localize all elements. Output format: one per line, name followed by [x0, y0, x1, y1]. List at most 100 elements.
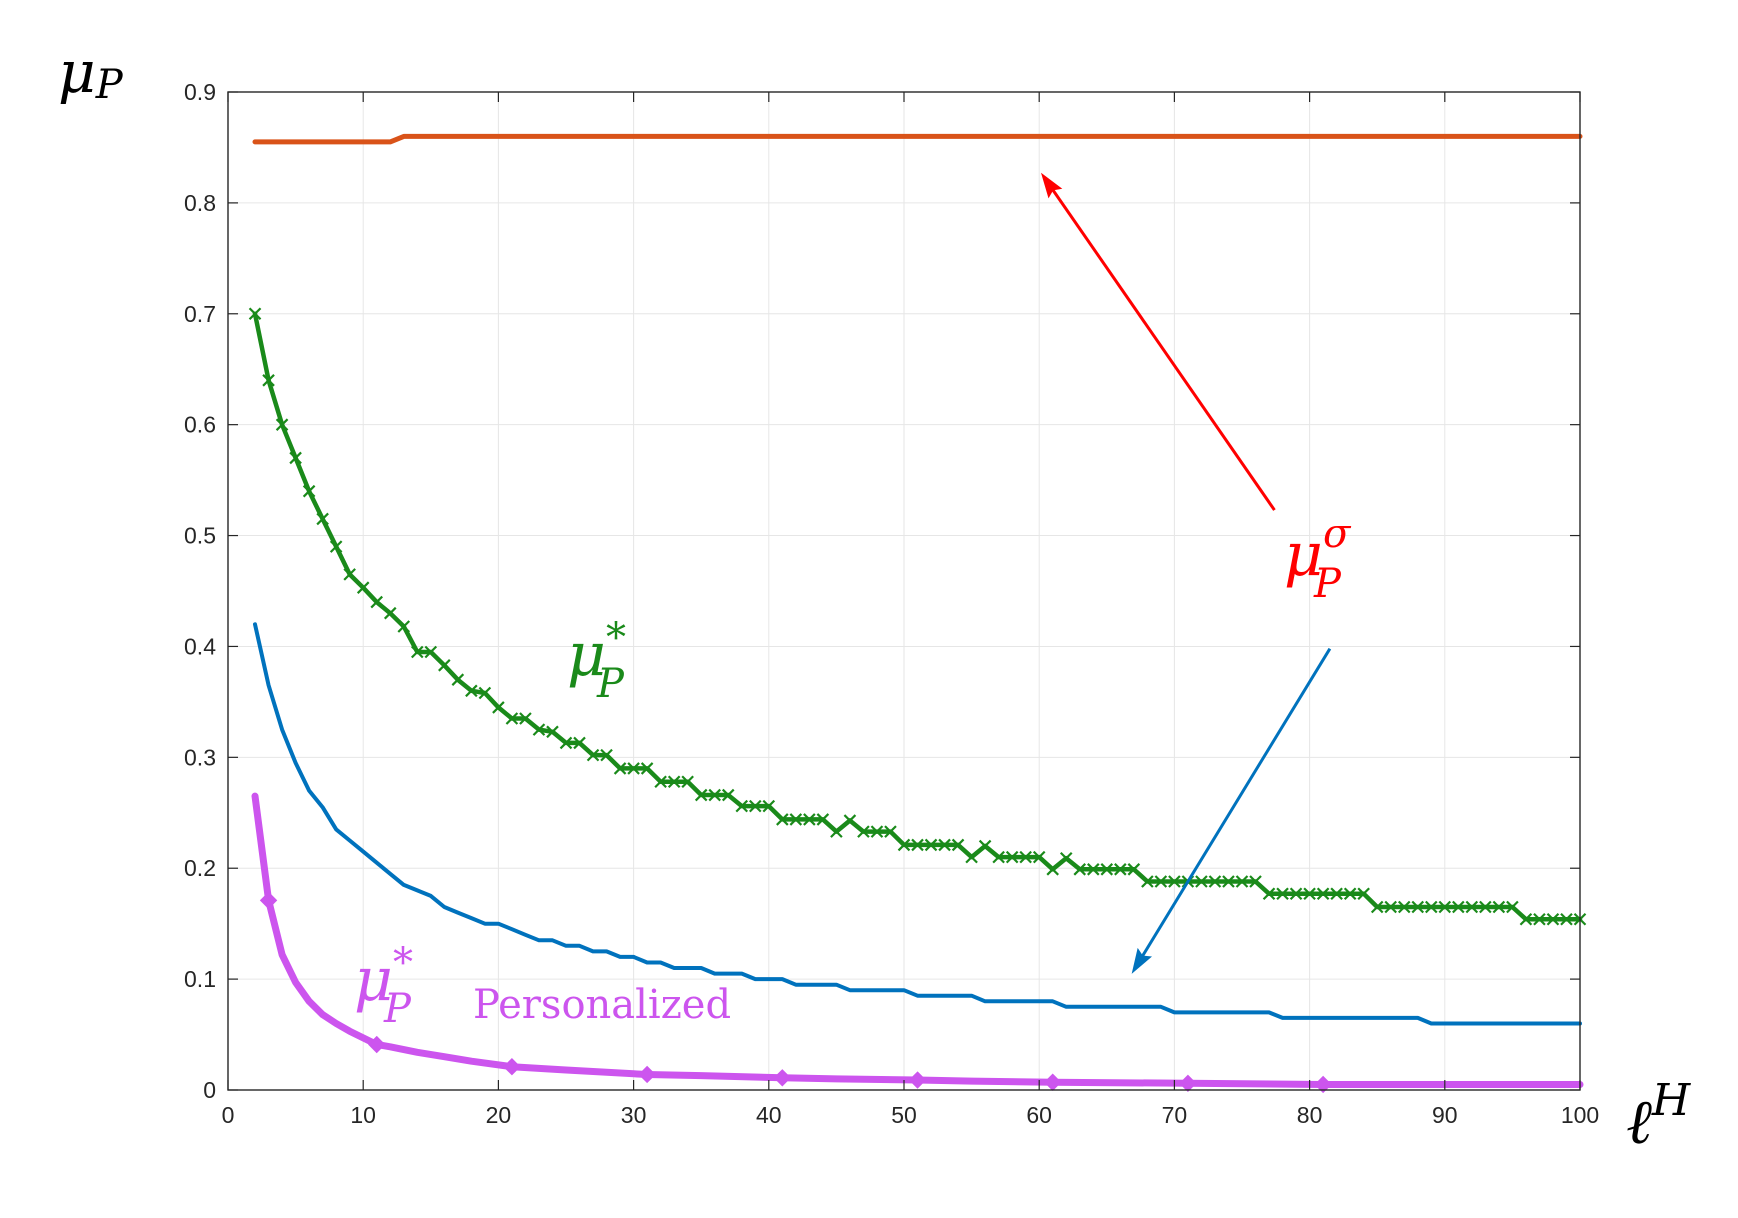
series-line-green [252, 311, 1583, 922]
sigma-annotation-label: μσ P [1284, 511, 1352, 607]
data-point-x-marker [248, 307, 262, 321]
x-tick-label: 80 [1297, 1102, 1323, 1128]
data-point-x-marker [262, 374, 275, 387]
data-point-x-marker [1276, 887, 1289, 901]
data-point-x-marker [1397, 900, 1411, 914]
data-point-diamond-marker [773, 1069, 792, 1087]
data-point-x-marker [356, 581, 370, 594]
data-point-x-marker [654, 775, 667, 789]
personalized-label: Personalized [473, 982, 731, 1028]
data-point-diamond-marker [1314, 1075, 1332, 1094]
x-tick-label: 40 [756, 1102, 782, 1128]
data-point-x-marker [1208, 875, 1222, 888]
data-point-x-marker [1546, 912, 1560, 926]
data-point-x-marker [694, 788, 708, 802]
data-point-x-marker [492, 701, 505, 714]
x-axis-label: ℓH [1626, 1075, 1692, 1158]
data-point-x-marker [411, 645, 424, 659]
data-point-x-marker [383, 606, 397, 620]
data-point-x-marker [816, 813, 830, 826]
data-point-x-marker [1465, 900, 1479, 914]
data-point-x-marker [1533, 912, 1546, 926]
data-point-diamond-marker [638, 1065, 656, 1084]
data-point-x-marker [1384, 900, 1397, 914]
data-point-x-marker [884, 825, 897, 838]
y-tick-label: 0.5 [184, 523, 216, 549]
data-point-x-marker [1262, 887, 1276, 901]
data-point-x-marker [1249, 875, 1262, 888]
data-point-x-marker [546, 725, 559, 739]
data-point-x-marker [1411, 900, 1425, 914]
x-tick-label: 100 [1561, 1102, 1599, 1128]
data-point-x-marker [1235, 875, 1249, 888]
data-point-x-marker [870, 825, 884, 838]
data-point-x-marker [532, 723, 546, 736]
x-tick-label: 90 [1432, 1102, 1458, 1128]
x-tick-label: 60 [1026, 1102, 1052, 1128]
x-tick-label: 70 [1162, 1102, 1188, 1128]
data-point-x-marker [316, 512, 329, 526]
y-tick-label: 0.2 [184, 855, 216, 881]
data-point-x-marker [1059, 851, 1073, 865]
data-point-x-marker [640, 762, 654, 775]
data-point-x-marker [965, 850, 978, 864]
data-point-x-marker [451, 673, 465, 686]
data-point-x-marker [1492, 900, 1506, 914]
data-point-x-marker [708, 788, 721, 802]
series-line-blue [253, 622, 1582, 1026]
arrows [1040, 172, 1332, 974]
data-point-x-marker [681, 775, 694, 789]
data-point-x-marker [1141, 875, 1154, 888]
data-point-x-marker [438, 659, 451, 672]
data-point-x-marker [897, 838, 911, 852]
data-point-diamond-marker [1179, 1074, 1197, 1093]
y-tick-label: 0.6 [184, 412, 216, 438]
data-point-x-marker [667, 775, 681, 789]
series-green [248, 307, 1587, 926]
data-point-x-marker [1343, 887, 1357, 901]
data-point-x-marker [721, 788, 735, 802]
arrow-head-blue [1131, 947, 1153, 974]
series-orange [252, 133, 1583, 145]
data-point-x-marker [978, 839, 992, 853]
data-point-x-marker [478, 686, 492, 700]
data-point-x-marker [1289, 887, 1303, 901]
data-point-diamond-marker [503, 1058, 521, 1076]
series-line-magenta [251, 792, 1584, 1088]
data-point-x-marker [857, 825, 870, 838]
data-point-x-marker [938, 838, 951, 852]
data-point-x-marker [519, 712, 532, 725]
data-point-x-marker [302, 484, 316, 498]
data-point-x-marker [627, 762, 640, 775]
data-point-x-marker [803, 813, 816, 826]
data-point-diamond-marker [1044, 1073, 1062, 1091]
arrow-shaft-red [1051, 188, 1276, 511]
data-point-x-marker [911, 838, 924, 852]
data-point-x-marker [1127, 863, 1141, 876]
data-point-x-marker [1438, 900, 1452, 914]
data-point-x-marker [749, 799, 762, 813]
data-point-x-marker [275, 418, 289, 431]
data-point-x-marker [586, 748, 600, 762]
data-point-x-marker [1316, 887, 1330, 901]
series-line-orange [252, 133, 1583, 145]
data-point-x-marker [370, 595, 383, 609]
data-point-x-marker [600, 748, 613, 762]
y-tick-label: 0.4 [184, 633, 216, 659]
x-tick-label: 50 [891, 1102, 917, 1128]
data-point-x-marker [1519, 912, 1533, 926]
data-point-x-marker [776, 813, 789, 826]
y-tick-label: 0.8 [184, 190, 216, 216]
y-tick-label: 0.1 [184, 966, 216, 992]
data-point-x-marker [1168, 875, 1181, 888]
grid [227, 91, 1581, 1091]
x-tick-label: 0 [222, 1102, 235, 1128]
data-point-x-marker [1073, 863, 1087, 876]
data-point-x-marker [1560, 912, 1573, 926]
data-point-x-marker [1506, 900, 1519, 914]
ticks: 0 10 20 30 40 50 60 70 80 90 100 0 0.1 0.2 0.3 0.4 0.5 0.… [184, 79, 1599, 1128]
data-point-x-marker [1032, 850, 1046, 864]
data-point-x-marker [924, 838, 938, 852]
data-point-x-marker [762, 799, 776, 813]
